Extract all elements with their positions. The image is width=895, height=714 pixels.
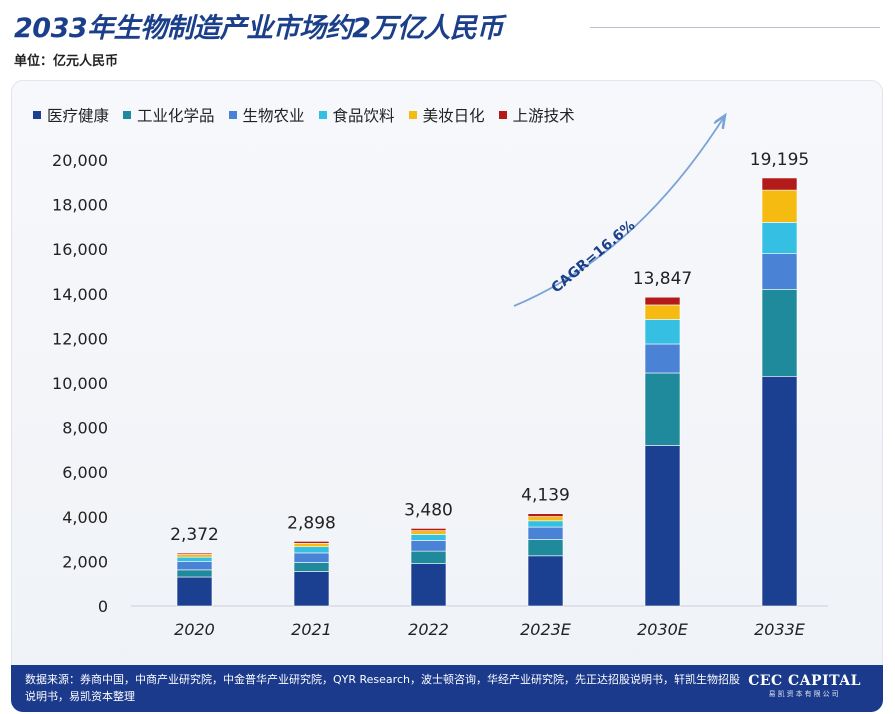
- bar-total-label: 19,195: [750, 150, 809, 170]
- bar-segment: [761, 189, 798, 223]
- legend-swatch: [408, 111, 417, 119]
- y-tick-label: 0: [98, 597, 108, 616]
- logo-sub-text: 易凯资本有限公司: [768, 690, 841, 698]
- y-tick-label: 2,000: [62, 552, 108, 571]
- y-tick-label: 20,000: [52, 151, 108, 170]
- legend-item: 生物农业: [228, 104, 305, 126]
- legend-label: 上游技术: [512, 107, 575, 125]
- legend-label: 生物农业: [242, 107, 305, 125]
- y-tick-label: 12,000: [52, 329, 108, 348]
- bar-segment: [410, 540, 447, 552]
- company-logo: CEC CAPITAL 易凯资本有限公司: [748, 673, 861, 699]
- x-tick-label: 2021: [291, 620, 332, 639]
- bar-segment: [761, 177, 798, 191]
- bar-segment: [293, 543, 330, 547]
- bar-segment: [761, 222, 798, 254]
- y-tick-label: 10,000: [52, 374, 108, 393]
- bar-segment: [293, 562, 330, 572]
- bar-segment: [293, 571, 330, 607]
- bar-segment: [644, 343, 681, 374]
- x-tick-label: 2020: [174, 620, 215, 639]
- bar-segment: [410, 550, 447, 564]
- bar-total-label: 2,372: [170, 525, 219, 545]
- legend-item: 食品饮料: [318, 104, 395, 126]
- bar-total-label: 13,847: [633, 269, 692, 289]
- bar-segment: [176, 552, 213, 555]
- cagr-arrow: [513, 117, 724, 307]
- bar-segment: [527, 520, 564, 528]
- bar-segment: [644, 372, 681, 446]
- bar-segment: [176, 554, 213, 558]
- unit-label: 单位：亿元人民币: [14, 54, 119, 69]
- legend-label: 工业化学品: [137, 107, 215, 125]
- bar-segment: [410, 563, 447, 607]
- x-tick-label: 2030E: [637, 620, 689, 639]
- bar-segment: [293, 552, 330, 563]
- bar-segment: [761, 376, 798, 607]
- chart-legend: 医疗健康 工业化学品 生物农业 食品饮料 美妆日化 上游技术: [33, 104, 575, 126]
- bar-segment: [527, 516, 564, 522]
- bar-segment: [644, 319, 681, 345]
- y-tick-label: 8,000: [62, 419, 108, 438]
- legend-label: 美妆日化: [422, 107, 485, 125]
- cagr-label: CAGR=16.6%: [549, 217, 639, 296]
- logo-main-text: CEC CAPITAL: [748, 673, 861, 689]
- bar-segment: [761, 289, 798, 377]
- bar-segment: [176, 556, 213, 562]
- y-tick-label: 14,000: [52, 285, 108, 304]
- bar-chart: 0 2,000 4,000 6,000 8,000 10,000 12,000 14,000 1…: [52, 80, 828, 639]
- title-divider: [590, 27, 880, 28]
- bar-segment: [293, 546, 330, 554]
- source-text: 数据来源：券商中国，中商产业研究院，中金普华产业研究院，QYR Research…: [25, 673, 740, 703]
- legend-item: 上游技术: [498, 104, 575, 126]
- bar-total-label: 2,898: [287, 513, 336, 533]
- bar-total-label: 4,139: [521, 486, 570, 506]
- bar-segment: [644, 304, 681, 320]
- bar-segment: [527, 555, 564, 607]
- bar-segment: [176, 569, 213, 578]
- legend-item: 美妆日化: [408, 104, 485, 126]
- bar-segment: [527, 539, 564, 557]
- legend-label: 食品饮料: [332, 107, 395, 125]
- y-tick-label: 6,000: [62, 463, 108, 482]
- bar-segment: [410, 530, 447, 535]
- bar-segment: [527, 513, 564, 517]
- bar-total-label: 3,480: [404, 500, 453, 520]
- bar-segment: [176, 561, 213, 571]
- y-tick-label: 4,000: [62, 508, 108, 527]
- bar-segment: [644, 296, 681, 306]
- bar-segment: [410, 528, 447, 531]
- bar-segment: [644, 445, 681, 607]
- x-tick-label: 2033E: [754, 620, 806, 639]
- legend-swatch: [318, 111, 327, 119]
- bar-segment: [176, 576, 213, 607]
- legend-swatch: [498, 111, 507, 119]
- bar-segment: [293, 541, 330, 544]
- bar-segment: [527, 526, 564, 540]
- legend-swatch: [123, 111, 132, 119]
- x-tick-label: 2022: [408, 620, 449, 639]
- legend-swatch: [228, 111, 237, 119]
- y-tick-label: 18,000: [52, 196, 108, 215]
- legend-swatch: [33, 111, 41, 119]
- page-title: 2033年生物制造产业市场约2万亿人民币: [14, 13, 503, 44]
- legend-item: 工业化学品: [123, 104, 215, 126]
- source-footer: 数据来源：券商中国，中商产业研究院，中金普华产业研究院，QYR Research…: [11, 665, 883, 712]
- y-tick-label: 16,000: [52, 240, 108, 259]
- x-tick-label: 2023E: [520, 620, 572, 639]
- bar-segment: [761, 253, 798, 290]
- legend-item: 医疗健康: [33, 104, 109, 126]
- legend-label: 医疗健康: [47, 107, 110, 125]
- chart-panel: 医疗健康 工业化学品 生物农业 食品饮料 美妆日化 上游技术 0 2,000 4,000 6,0…: [11, 80, 883, 712]
- bar-segment: [410, 534, 447, 541]
